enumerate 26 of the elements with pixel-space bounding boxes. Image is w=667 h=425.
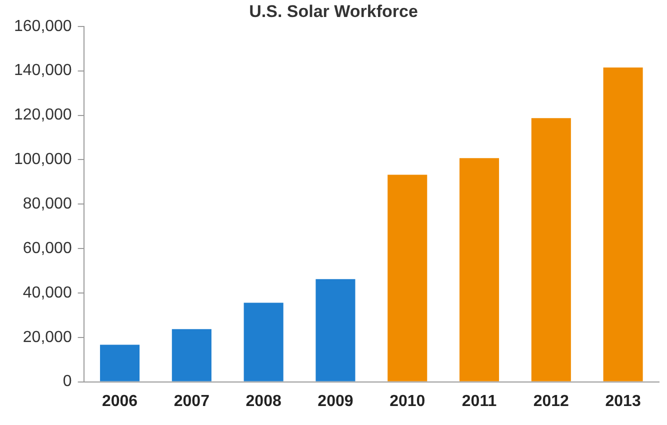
y-tick-label: 120,000 <box>14 106 72 124</box>
x-tick-label: 2006 <box>102 392 138 410</box>
y-tick-label: 140,000 <box>14 62 72 80</box>
bar <box>172 329 212 382</box>
y-tick-label: 60,000 <box>22 240 72 257</box>
y-tick-label: 20,000 <box>22 328 72 346</box>
bar <box>531 118 571 382</box>
y-tick-label: 0 <box>62 373 72 390</box>
y-tick-label: 160,000 <box>14 18 72 35</box>
y-tick-label: 100,000 <box>14 151 72 168</box>
y-tick-label: 40,000 <box>22 284 72 302</box>
x-tick-label: 2008 <box>246 392 282 410</box>
chart-title: U.S. Solar Workforce <box>249 2 418 21</box>
bar <box>388 174 428 382</box>
bar <box>603 67 643 382</box>
x-tick-label: 2012 <box>533 392 570 410</box>
bar <box>459 158 500 382</box>
bar <box>316 279 356 382</box>
x-tick-label: 2011 <box>462 392 497 410</box>
y-tick-label: 80,000 <box>22 196 72 213</box>
bar <box>100 344 140 382</box>
x-tick-label: 2010 <box>390 392 426 410</box>
bar <box>244 302 284 382</box>
x-tick-label: 2013 <box>605 392 641 410</box>
x-tick-label: 2009 <box>318 392 354 410</box>
x-tick-label: 2007 <box>174 392 210 410</box>
